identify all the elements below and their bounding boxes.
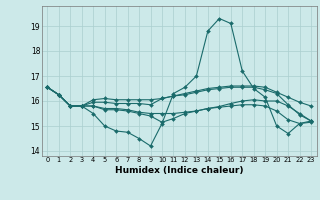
X-axis label: Humidex (Indice chaleur): Humidex (Indice chaleur) xyxy=(115,166,244,175)
